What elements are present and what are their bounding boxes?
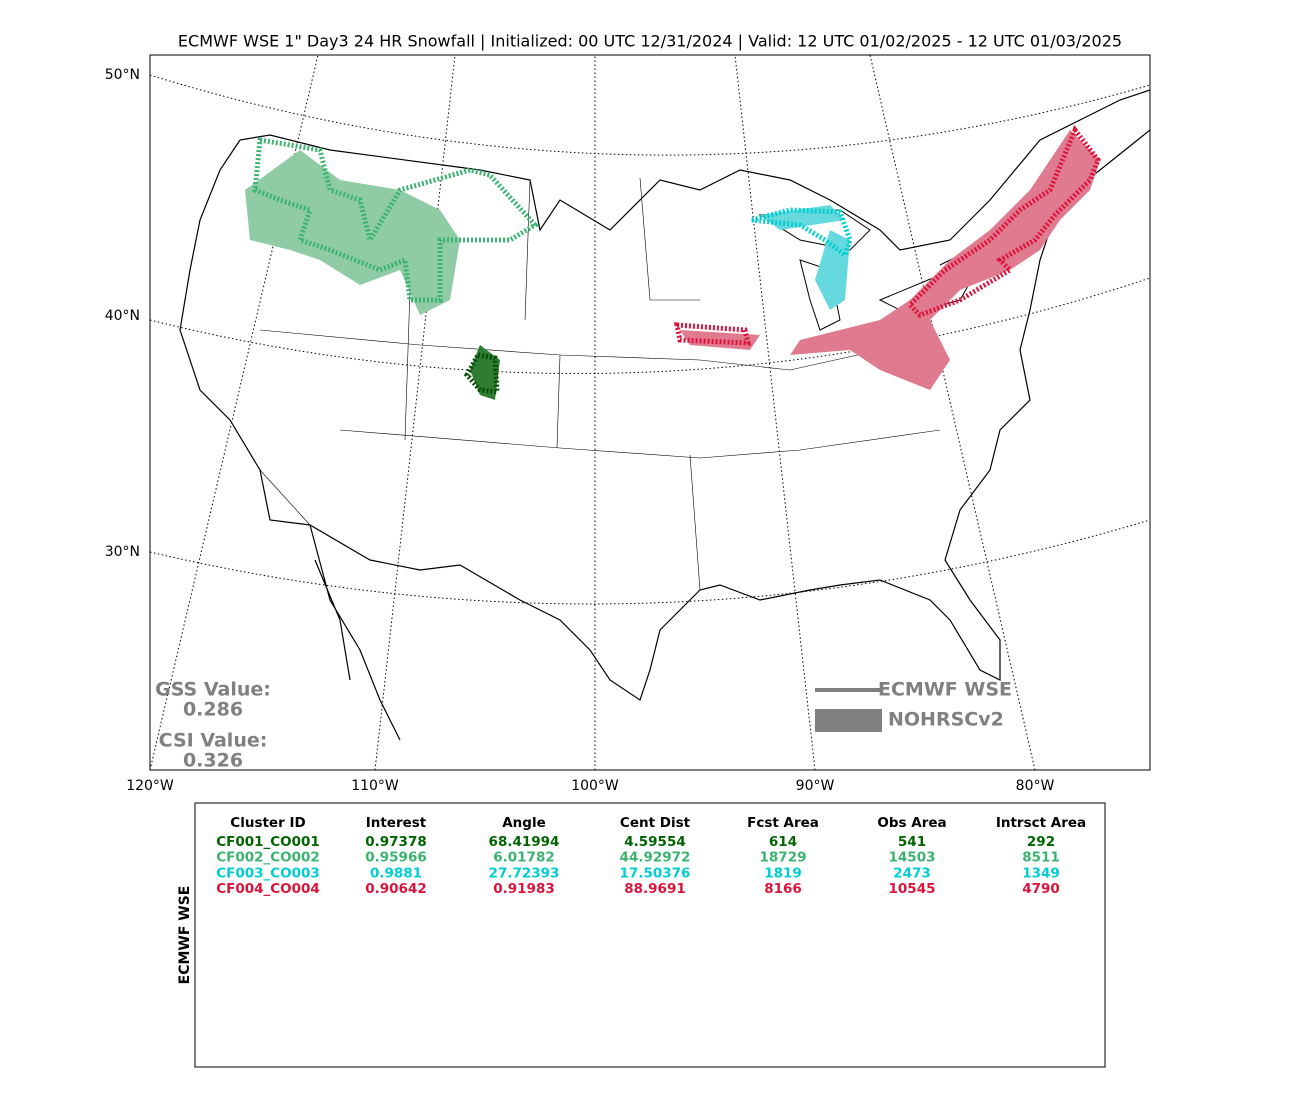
lon-label: 90°W: [796, 778, 835, 794]
table-cell: 0.95966: [365, 850, 427, 866]
table-cell: CF004_CO004: [216, 881, 320, 897]
table-cell: 14503: [889, 850, 936, 866]
table-cell: 0.9881: [370, 865, 422, 881]
title: ECMWF WSE 1" Day3 24 HR Snowfall | Initi…: [178, 32, 1122, 51]
legend-patch: [815, 709, 882, 732]
lakes: [758, 209, 1011, 331]
table-cell: 4.59554: [624, 834, 686, 850]
legend: ECMWF WSE NOHRSCv2: [815, 679, 1012, 732]
header-cell: Obs Area: [877, 815, 946, 831]
table-cell: CF001_CO001: [216, 834, 320, 850]
table-cell: 614: [769, 834, 797, 850]
lat-label: 30°N: [105, 544, 140, 560]
table-cell: 1819: [764, 865, 802, 881]
table-cell: 1349: [1022, 865, 1060, 881]
table-cell: 17.50376: [620, 865, 691, 881]
header-cell: Cluster ID: [230, 815, 305, 831]
gss-label: GSS Value:: [155, 679, 271, 701]
table-cell: 0.97378: [365, 834, 427, 850]
table-cell: 292: [1027, 834, 1055, 850]
coastline: [179, 89, 1150, 741]
map: 50°N 40°N 30°N 120°W 110°W 100°W 90°W 80…: [105, 54, 1151, 794]
legend-label: NOHRSCv2: [888, 709, 1004, 731]
scores: GSS Value: 0.286 CSI Value: 0.326: [155, 679, 271, 772]
side-label: ECMWF WSE: [177, 886, 193, 985]
table-cell: 6.01782: [493, 850, 555, 866]
legend-label: ECMWF WSE: [878, 679, 1012, 701]
table: ECMWF WSE Cluster ID Interest Angle Cent Di…: [177, 802, 1106, 1068]
csi-value: 0.326: [183, 750, 243, 772]
lon-label: 100°W: [571, 778, 619, 794]
lon-label: 110°W: [351, 778, 399, 794]
lat-label: 50°N: [105, 67, 140, 83]
lat-label: 40°N: [105, 308, 140, 324]
lon-label: 80°W: [1016, 778, 1055, 794]
header-cell: Cent Dist: [620, 815, 691, 831]
table-cell: 68.41994: [489, 834, 560, 850]
table-cell: 10545: [889, 881, 936, 897]
table-cell: 44.92972: [620, 850, 691, 866]
header-cell: Angle: [502, 815, 546, 831]
header-cell: Fcst Area: [747, 815, 819, 831]
table-cell: 8511: [1022, 850, 1060, 866]
table-cell: CF003_CO003: [216, 865, 320, 881]
state-borders: [259, 177, 941, 591]
table-cell: 2473: [893, 865, 931, 881]
csi-label: CSI Value:: [159, 730, 268, 752]
header-cell: Interest: [366, 815, 427, 831]
table-cell: 0.91983: [493, 881, 555, 897]
table-cell: 4790: [1022, 881, 1060, 897]
table-frame: [194, 802, 1106, 1068]
forecast-outlines: [252, 125, 1101, 395]
table-cell: 18729: [760, 850, 807, 866]
table-cell: CF002_CO002: [216, 850, 320, 866]
table-cell: 27.72393: [489, 865, 560, 881]
gss-value: 0.286: [183, 699, 243, 721]
table-cell: 88.9691: [624, 881, 686, 897]
tick-labels: 50°N 40°N 30°N 120°W 110°W 100°W 90°W 80…: [105, 67, 1055, 794]
lon-label: 120°W: [126, 778, 174, 794]
table-cell: 8166: [764, 881, 802, 897]
table-cell: 541: [898, 834, 926, 850]
header-cell: Intrsct Area: [996, 815, 1086, 831]
table-cell: 0.90642: [365, 881, 427, 897]
